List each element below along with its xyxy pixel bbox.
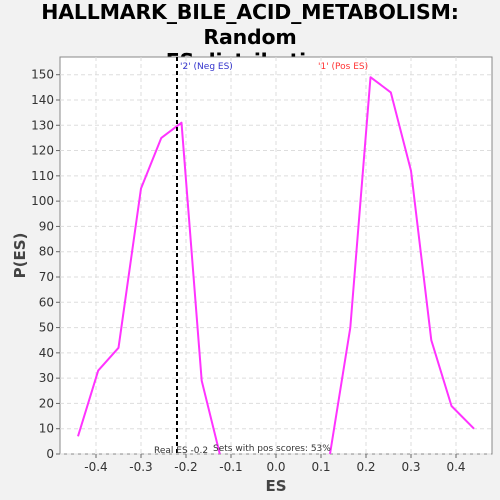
y-axis-label: P(ES) [11,233,29,279]
x-tick-label: 0.3 [401,460,420,474]
y-tick-label: 110 [31,169,54,183]
x-tick-label: -0.4 [84,460,107,474]
series-line-2 [329,76,475,455]
pos-es-annotation: '1' (Pos ES) [318,62,368,72]
x-tick-label: 0.0 [266,460,285,474]
chart-title-line-1: HALLMARK_BILE_ACID_METABOLISM: Random [41,0,459,49]
pos-scores-annotation: Sets with pos scores: 53% [213,444,331,454]
series-group [77,76,475,455]
y-tick-label: 70 [39,270,54,284]
x-tick-label: 0.1 [311,460,330,474]
x-tick-label: 0.4 [446,460,465,474]
y-tick-label: 40 [39,346,54,360]
y-tick-label: 50 [39,321,54,335]
axes: 0 10 20 30 40 50 60 70 80 90 100 110 120 130 140 150 -0.… [31,68,465,474]
x-tick-label: 0.2 [356,460,375,474]
y-tick-label: 150 [31,68,54,82]
y-tick-label: 130 [31,118,54,132]
y-tick-label: 0 [46,447,54,461]
y-tick-label: 120 [31,144,54,158]
x-tick-label: -0.2 [174,460,197,474]
y-tick-label: 100 [31,194,54,208]
y-tick-label: 90 [39,219,54,233]
x-axis-label: ES [265,477,286,495]
y-tick-label: 10 [39,422,54,436]
y-tick-label: 140 [31,93,54,107]
y-tick-label: 20 [39,396,54,410]
series-line-1 [77,121,221,455]
neg-es-annotation: '2' (Neg ES) [180,62,233,72]
x-tick-label: -0.1 [219,460,242,474]
y-tick-label: 60 [39,295,54,309]
y-tick-label: 30 [39,371,54,385]
grid [60,57,492,455]
y-tick-label: 80 [39,245,54,259]
real-es-annotation: Real ES -0.2 [154,446,208,456]
x-tick-label: -0.3 [129,460,152,474]
